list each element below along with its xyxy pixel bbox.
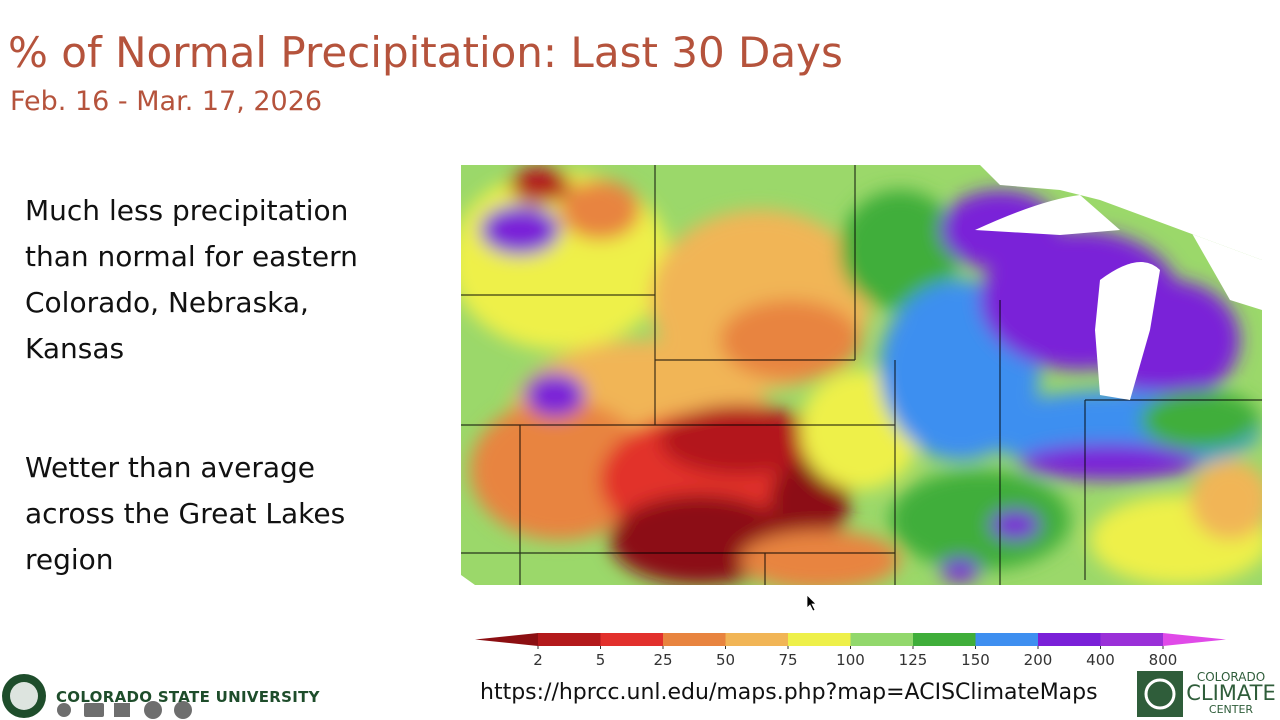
legend-swatch	[788, 633, 851, 646]
legend-swatch	[538, 633, 601, 646]
center-line: COLORADO	[1196, 670, 1266, 684]
legend-tick-label: 25	[653, 651, 672, 669]
climate-center-name: COLORADO CLIMATE CENTER	[1186, 671, 1276, 715]
legend-tick-label: 150	[961, 651, 990, 669]
legend-tick-label: 400	[1086, 651, 1115, 669]
legend-tick-label: 5	[596, 651, 606, 669]
center-line: CENTER	[1208, 703, 1254, 716]
precip-map	[461, 165, 1262, 585]
bullet: Wetter than average across the Great Lak…	[25, 451, 346, 576]
cursor	[806, 594, 817, 612]
legend-tick-label: 100	[836, 651, 865, 669]
legend-tick-label: 2	[533, 651, 543, 669]
legend-arrow	[1163, 633, 1226, 646]
legend-swatch	[913, 633, 976, 646]
legend-swatch	[663, 633, 726, 646]
legend-arrow	[475, 633, 538, 646]
csu-logo	[10, 682, 38, 710]
legend-swatch	[975, 633, 1038, 646]
legend-tick-label: 800	[1149, 651, 1178, 669]
bullet: Much less precipitation than normal for …	[25, 194, 358, 365]
title: % of Normal Precipitation: Last 30 Days	[8, 28, 843, 77]
legend-tick-label: 200	[1024, 651, 1053, 669]
legend-swatch	[1038, 633, 1101, 646]
color-legend: 2 5 25 50 75 100 125 150 200 400 800	[475, 633, 1226, 669]
subtitle: Feb. 16 - Mar. 17, 2026	[10, 86, 323, 117]
university-name: COLORADO STATE UNIVERSITY	[56, 688, 320, 706]
legend-swatch	[1100, 633, 1163, 646]
climate-center-logo	[1144, 678, 1176, 710]
legend-swatch	[600, 633, 663, 646]
legend-swatch	[850, 633, 913, 646]
climate-center-logo	[1137, 671, 1183, 717]
legend-tick-label: 50	[716, 651, 735, 669]
legend-swatch	[725, 633, 788, 646]
legend-tick-label: 75	[778, 651, 797, 669]
center-line: CLIMATE	[1186, 681, 1276, 705]
legend-tick-label: 125	[899, 651, 928, 669]
video-controls[interactable]	[57, 701, 192, 719]
source-url: https://hprcc.unl.edu/maps.php?map=ACISC…	[480, 680, 1098, 705]
